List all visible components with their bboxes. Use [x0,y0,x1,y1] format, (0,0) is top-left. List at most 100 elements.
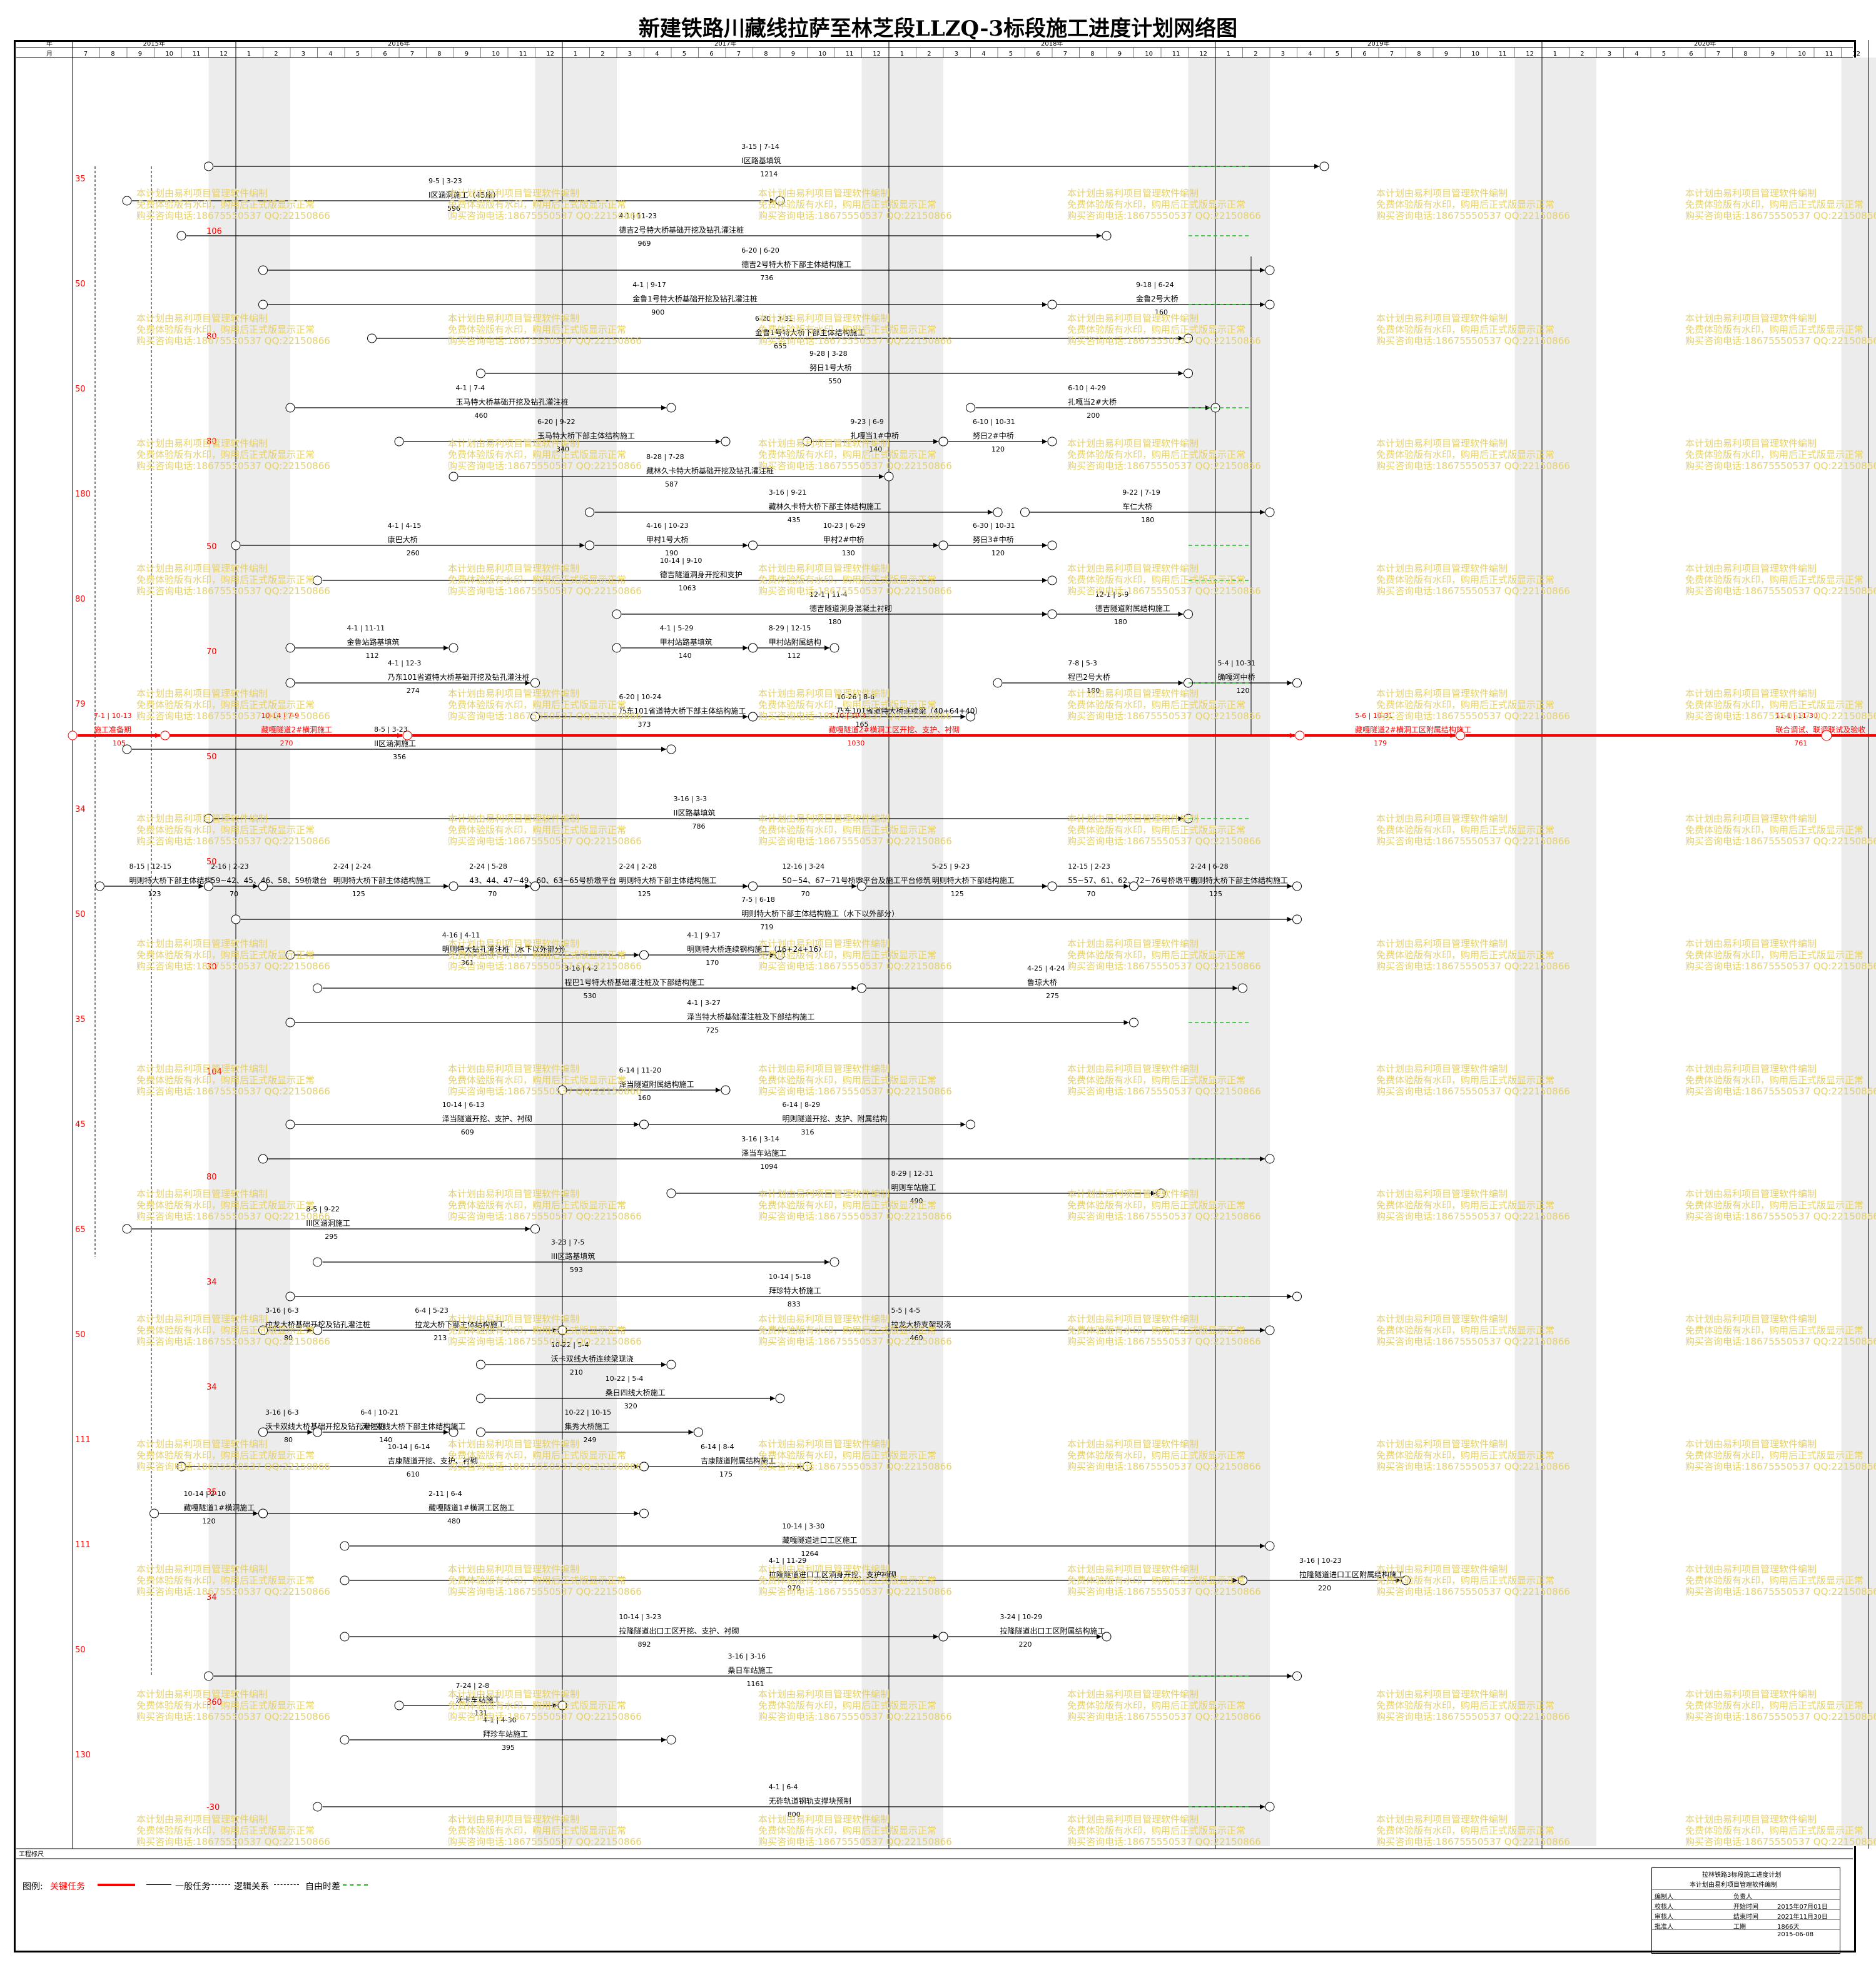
task-dates: 3-16 | 3-14 [741,1135,779,1143]
task-dates: 8-15 | 12-15 [129,862,172,871]
task-dates: 3-16 | 10-23 [1299,1557,1342,1565]
arrow-head-icon [1042,543,1047,548]
node-circle [639,950,649,960]
watermark-line: 本计划由易利项目管理软件编制 [1067,1313,1199,1325]
task-dates: 10-14 | 9-10 [660,557,702,565]
task-duration: 131 [475,1709,488,1717]
watermark-line: 本计划由易利项目管理软件编制 [136,1689,268,1700]
watermark-line: 购买咨询电话:18675550537 QQ:22150866 [448,836,642,847]
task-name: 藏嘎隧道2#横洞工区开挖、支护、衬砌 [828,725,960,734]
watermark-text: 本计划由易利项目管理软件编制 免费体验版有水印，购用后正式版显示正常 购买咨询电话:… [1685,938,1876,972]
task-duration: 130 [842,549,855,557]
title-block: 拉林铁路3标段施工进度计划 本计划由易利项目管理软件编制 编制人 负责人 校核人… [1651,1867,1840,1954]
watermark-line: 购买咨询电话:18675550537 QQ:22150866 [136,710,330,722]
task-dates: 6-14 | 8-4 [701,1443,734,1451]
watermark-line: 购买咨询电话:18675550537 QQ:22150866 [758,585,952,597]
watermark-line: 免费体验版有水印，购用后正式版显示正常 [1376,699,1555,710]
month-label: 3 [302,51,305,58]
page-title: 新建铁路川藏线拉萨至林芝段LLZQ-3标段施工进度计划网络图 [638,16,1238,41]
watermark-line: 购买咨询电话:18675550537 QQ:22150866 [136,335,330,346]
task-dates: 3-16 | 3-16 [728,1652,766,1660]
watermark-text: 本计划由易利项目管理软件编制 免费体验版有水印，购用后正式版显示正常 购买咨询电话:… [448,1188,642,1222]
task-duration: 1063 [679,584,696,592]
arrow-head-icon [552,1703,557,1708]
month-label: 3 [1281,51,1285,58]
task-name: 玉马特大桥基础开挖及钻孔灌注桩 [456,397,569,407]
node-circle [639,1119,649,1129]
node-circle [394,437,404,447]
watermark-line: 本计划由易利项目管理软件编制 [1376,188,1508,199]
node-circle [966,712,975,722]
legend: 图例: 关键任务 一般任务 逻辑关系 自由时差 [18,1876,1644,1894]
watermark-text: 本计划由易利项目管理软件编制 免费体验版有水印，购用后正式版显示正常 购买咨询电话:… [448,1063,642,1097]
watermark-line: 本计划由易利项目管理软件编制 [758,1814,890,1825]
node-circle [258,881,268,891]
task-name: II区路基填筑 [674,808,716,817]
task-dates: 9-28 | 3-28 [809,350,848,358]
watermark-line: 购买咨询电话:18675550537 QQ:22150866 [448,335,642,346]
task-dates: 3-23 | 7-5 [551,1238,585,1246]
node-circle [204,814,213,824]
month-label: 8 [764,51,768,58]
winter-shade-band [1514,58,1542,1846]
watermark-line: 购买咨询电话:18675550537 QQ:22150866 [758,1086,952,1097]
arrow-head-icon [770,1396,775,1401]
watermark-line: 本计划由易利项目管理软件编制 [1376,1188,1508,1200]
watermark-line: 免费体验版有水印，购用后正式版显示正常 [136,324,315,335]
node-circle [313,1257,322,1267]
watermark-line: 本计划由易利项目管理软件编制 [758,563,890,574]
task-dates: 12-15 | 2-23 [1068,862,1110,871]
task-dates: 10-14 | 3-30 [783,1522,825,1530]
watermark-text: 本计划由易利项目管理软件编制 免费体验版有水印，购用后正式版显示正常 购买咨询电话:… [136,1438,330,1472]
node-circle [1184,333,1193,343]
watermark-line: 免费体验版有水印，购用后正式版显示正常 [136,1200,315,1211]
month-label: 2 [274,51,278,58]
month-label: 12 [1852,51,1860,58]
watermark-line: 购买咨询电话:18675550537 QQ:22150866 [1376,460,1570,472]
winter-shade-band [236,58,263,1846]
watermark-line: 购买咨询电话:18675550537 QQ:22150866 [136,836,330,847]
arrow-head-icon [1260,1328,1265,1333]
legend-logic-label: 逻辑关系 [234,1882,269,1892]
node-circle [721,437,731,447]
watermark-line: 购买咨询电话:18675550537 QQ:22150866 [1376,1336,1570,1347]
task-name: 55~57、61、62、72~76号桥墩平台 [1068,876,1198,885]
watermark-line: 购买咨询电话:18675550537 QQ:22150866 [1067,1211,1261,1222]
watermark-line: 免费体验版有水印，购用后正式版显示正常 [1376,324,1555,335]
title-block-row: 2015-06-08 [1652,1929,1840,1939]
watermark-line: 购买咨询电话:18675550537 QQ:22150866 [448,210,642,221]
month-label: 10 [492,51,500,58]
arrow-head-icon [716,439,721,444]
task-dates: 6-20 | 3-31 [755,315,793,323]
watermark-text: 本计划由易利项目管理软件编制 免费体验版有水印，购用后正式版显示正常 购买咨询电话:… [1376,1313,1570,1347]
node-circle [557,1700,567,1710]
task-duration: 587 [665,480,678,488]
float-label: 35 [75,174,86,184]
task-dates: 2-11 | 6-4 [428,1490,462,1498]
node-circle [612,643,622,653]
task-name: I区涵洞施工（45座） [428,190,500,200]
task-dates: 11-1 | 11-30 [1775,712,1818,720]
task-duration: 833 [788,1300,801,1308]
month-label: 8 [437,51,441,58]
title-block-cell: 开始时间 [1733,1904,1758,1911]
watermark-text: 本计划由易利项目管理软件编制 免费体验版有水印，购用后正式版显示正常 购买咨询电话:… [758,1313,952,1347]
month-label: 10 [1798,51,1806,58]
year-label: 2015年 [143,39,165,48]
node-circle [1047,881,1057,891]
node-circle [1238,983,1247,993]
watermark-text: 本计划由易利项目管理软件编制 免费体验版有水印，购用后正式版显示正常 购买咨询电话:… [1067,938,1261,972]
watermark-line: 本计划由易利项目管理软件编制 [1685,688,1817,699]
month-label: 5 [682,51,686,58]
float-label: 50 [206,542,217,552]
watermark-text: 本计划由易利项目管理软件编制 免费体验版有水印，购用后正式版显示正常 购买咨询电话:… [136,1063,330,1097]
node-circle [748,540,758,550]
task-duration: 320 [624,1402,637,1410]
arrow-head-icon [1232,1578,1238,1583]
watermark-line: 本计划由易利项目管理软件编制 [136,1563,268,1575]
month-label: 2 [927,51,931,58]
watermark-line: 本计划由易利项目管理软件编制 [448,1188,580,1200]
task-dates: 10-22 | 10-15 [565,1408,612,1417]
watermark-line: 本计划由易利项目管理软件编制 [758,1563,890,1575]
node-circle [557,1325,567,1335]
